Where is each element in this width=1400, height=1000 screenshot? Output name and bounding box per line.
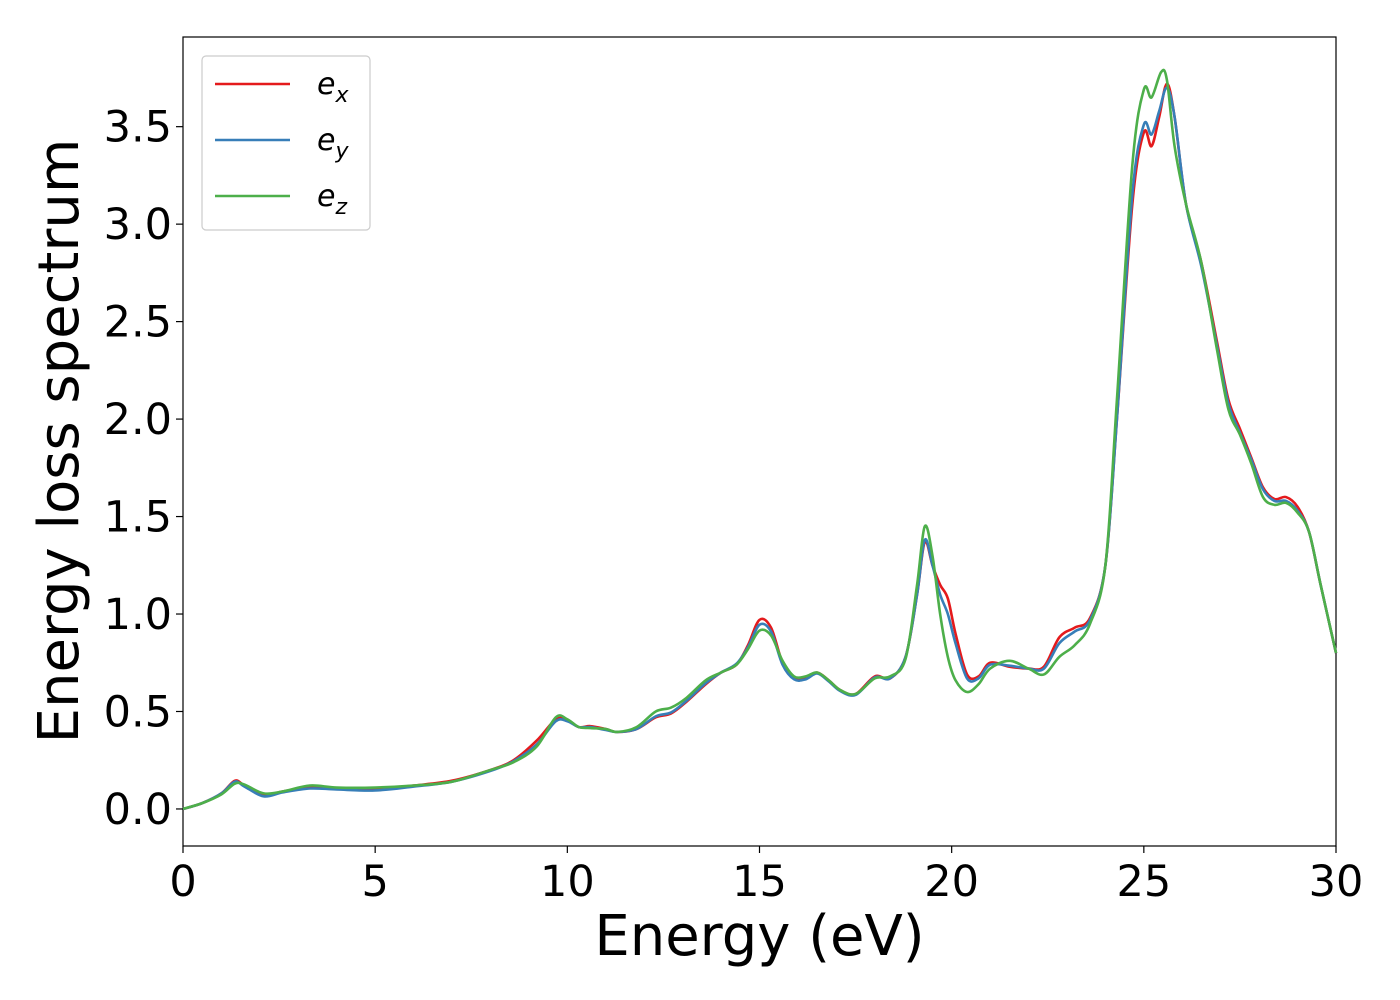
y-axis-ticks: 0.0 0.5 1.0 1.5 2.0 2.5 3.0 3.5 [104,103,183,835]
x-tick-label: 5 [361,857,388,907]
x-tick-label: 15 [732,857,787,907]
x-tick-label: 30 [1309,857,1364,907]
x-axis-ticks: 0 5 10 15 20 25 30 [169,846,1363,907]
y-tick-label: 2.0 [104,395,172,445]
y-tick-label: 0.5 [104,687,172,737]
x-tick-label: 0 [169,857,196,907]
y-tick-label: 2.5 [104,298,172,348]
y-tick-label: 1.0 [104,590,172,640]
x-tick-label: 25 [1116,857,1171,907]
x-axis-label: Energy (eV) [594,904,924,969]
y-tick-label: 0.0 [104,785,172,835]
y-tick-label: 1.5 [104,493,172,543]
y-tick-label: 3.5 [104,103,172,153]
x-tick-label: 10 [540,857,595,907]
series-line-ez [182,68,1338,811]
y-axis-label: Energy loss spectrum [27,139,92,744]
y-tick-label: 3.0 [104,200,172,250]
legend-box [201,55,371,231]
x-tick-label: 20 [924,857,979,907]
series-layer [182,68,1338,811]
